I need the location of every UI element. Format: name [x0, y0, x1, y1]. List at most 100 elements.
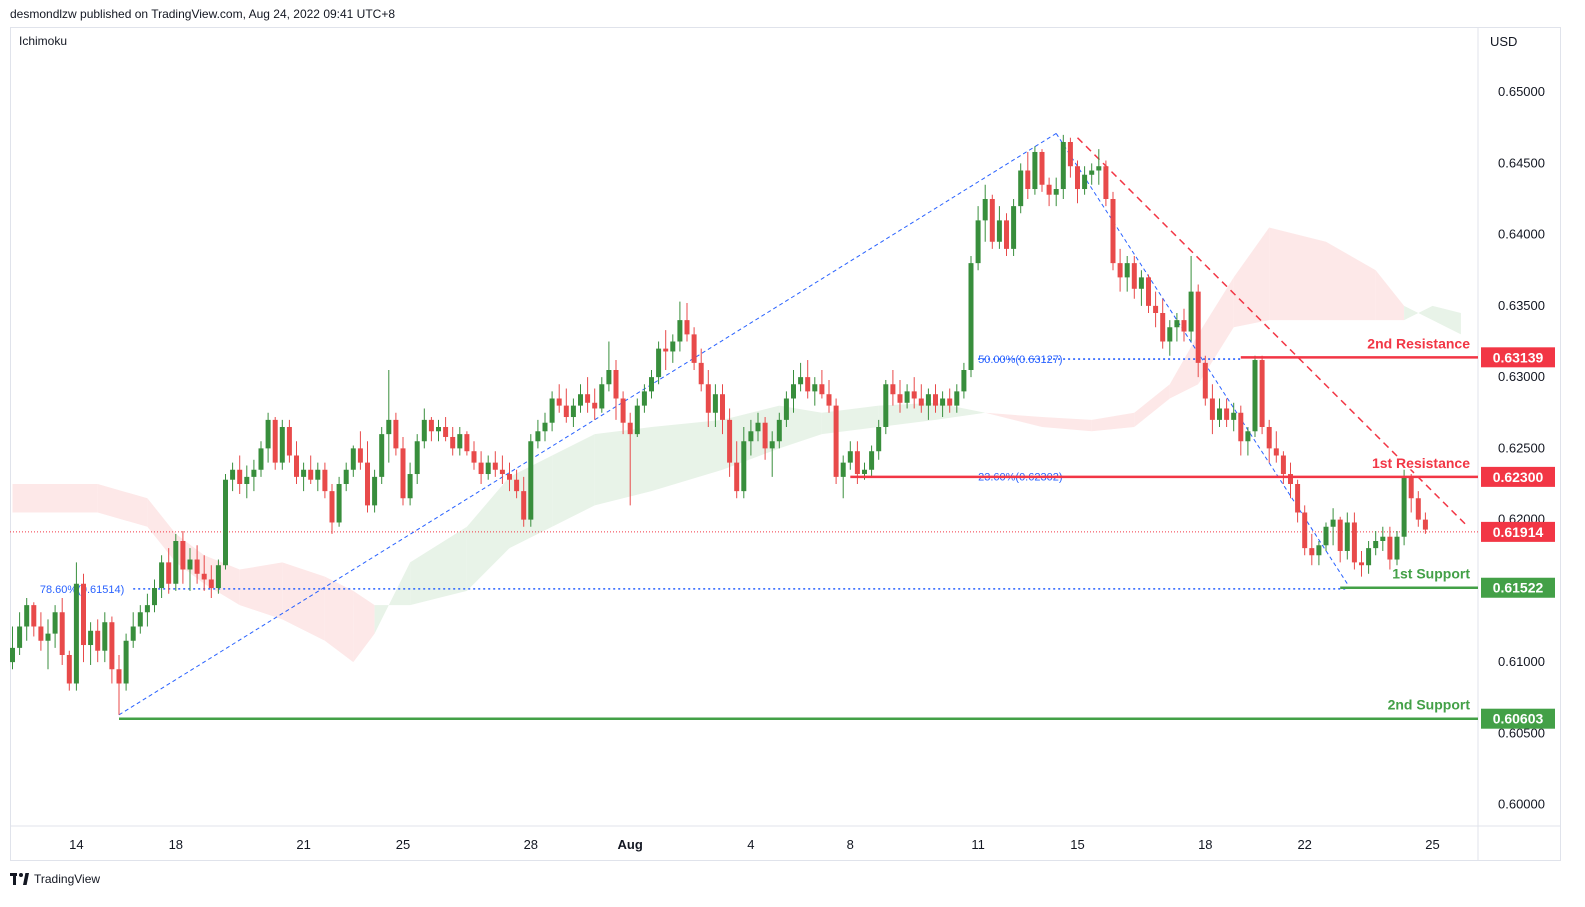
- candle-body[interactable]: [379, 434, 385, 477]
- candle-body[interactable]: [407, 474, 413, 499]
- candle-body[interactable]: [705, 384, 711, 413]
- candle-body[interactable]: [613, 370, 619, 399]
- candle-body[interactable]: [499, 469, 505, 475]
- candle-body[interactable]: [556, 398, 562, 406]
- candle-body[interactable]: [59, 612, 65, 655]
- candle-body[interactable]: [88, 630, 94, 646]
- candle-body[interactable]: [286, 427, 292, 456]
- candle-body[interactable]: [876, 427, 882, 452]
- candle-body[interactable]: [357, 448, 363, 463]
- candle-body[interactable]: [656, 348, 662, 378]
- candle-body[interactable]: [400, 448, 406, 499]
- candle-body[interactable]: [1337, 519, 1343, 551]
- candle-body[interactable]: [563, 405, 569, 418]
- candle-body[interactable]: [365, 462, 370, 506]
- candle-body[interactable]: [649, 377, 654, 392]
- candle-body[interactable]: [436, 427, 441, 432]
- candle-body[interactable]: [1217, 408, 1222, 420]
- indicator-label[interactable]: Ichimoku: [19, 34, 68, 48]
- candle-body[interactable]: [393, 419, 399, 449]
- candle-body[interactable]: [1082, 174, 1088, 190]
- candle-body[interactable]: [883, 384, 889, 427]
- candle-body[interactable]: [17, 626, 23, 648]
- candle-body[interactable]: [315, 469, 321, 480]
- candle-body[interactable]: [720, 394, 725, 420]
- candle-body[interactable]: [215, 565, 221, 589]
- candle-body[interactable]: [1344, 522, 1350, 551]
- candle-body[interactable]: [52, 612, 58, 634]
- candle-body[interactable]: [925, 394, 931, 406]
- candle-body[interactable]: [741, 441, 747, 492]
- candle-body[interactable]: [1039, 151, 1045, 185]
- candle-body[interactable]: [279, 427, 285, 463]
- candle-body[interactable]: [1195, 291, 1201, 363]
- candle-body[interactable]: [535, 431, 541, 442]
- candle-body[interactable]: [1422, 519, 1428, 530]
- candle-body[interactable]: [1295, 484, 1301, 513]
- candle-body[interactable]: [1060, 142, 1066, 190]
- candle-body[interactable]: [450, 436, 456, 449]
- candle-body[interactable]: [1394, 536, 1400, 560]
- candle-body[interactable]: [1089, 170, 1095, 175]
- candle-body[interactable]: [1067, 142, 1073, 167]
- candle-body[interactable]: [521, 491, 527, 520]
- candle-body[interactable]: [791, 384, 796, 399]
- candle-body[interactable]: [1004, 220, 1009, 249]
- candle-body[interactable]: [897, 394, 903, 403]
- candle-body[interactable]: [123, 640, 129, 684]
- candle-body[interactable]: [116, 669, 122, 684]
- candle-body[interactable]: [940, 398, 946, 406]
- candle-body[interactable]: [734, 462, 740, 492]
- candle-body[interactable]: [507, 474, 512, 480]
- candle-body[interactable]: [294, 455, 299, 477]
- candle-body[interactable]: [869, 451, 875, 470]
- candle-body[interactable]: [606, 370, 612, 385]
- candle-body[interactable]: [663, 348, 669, 352]
- candle-body[interactable]: [464, 434, 470, 452]
- candle-body[interactable]: [542, 422, 548, 432]
- candle-body[interactable]: [1231, 412, 1237, 420]
- candle-body[interactable]: [1387, 536, 1393, 560]
- candle-body[interactable]: [862, 469, 867, 475]
- candle-body[interactable]: [911, 391, 917, 399]
- candle-body[interactable]: [592, 402, 598, 409]
- candle-body[interactable]: [698, 362, 704, 385]
- candle-body[interactable]: [372, 476, 378, 506]
- candle-body[interactable]: [31, 605, 37, 627]
- candle-body[interactable]: [1046, 184, 1052, 195]
- candle-body[interactable]: [166, 562, 172, 584]
- candle-body[interactable]: [336, 484, 342, 523]
- candle-body[interactable]: [748, 431, 754, 442]
- candle-body[interactable]: [386, 419, 392, 435]
- candle-body[interactable]: [81, 583, 86, 646]
- candle-body[interactable]: [1025, 170, 1031, 190]
- candle-body[interactable]: [10, 647, 15, 663]
- candle-body[interactable]: [443, 427, 449, 437]
- candle-body[interactable]: [1238, 412, 1244, 442]
- candle-body[interactable]: [414, 441, 420, 475]
- candle-body[interactable]: [1280, 455, 1286, 475]
- candle-body[interactable]: [585, 394, 591, 403]
- candle-body[interactable]: [549, 398, 555, 423]
- candle-body[interactable]: [428, 419, 434, 432]
- candle-body[interactable]: [634, 405, 640, 435]
- candle-body[interactable]: [1380, 536, 1386, 541]
- candle-body[interactable]: [947, 398, 953, 406]
- candle-body[interactable]: [272, 419, 278, 463]
- candle-body[interactable]: [620, 398, 626, 423]
- candle-body[interactable]: [194, 559, 200, 574]
- candle-body[interactable]: [66, 655, 72, 684]
- candle-body[interactable]: [1408, 476, 1414, 499]
- candle-body[interactable]: [769, 441, 775, 449]
- candle-body[interactable]: [251, 469, 257, 477]
- candle-body[interactable]: [890, 384, 896, 395]
- candle-body[interactable]: [230, 469, 236, 480]
- candle-body[interactable]: [798, 377, 804, 385]
- candle-body[interactable]: [847, 451, 853, 463]
- candle-body[interactable]: [812, 384, 818, 392]
- candle-body[interactable]: [762, 422, 768, 449]
- candle-body[interactable]: [1181, 320, 1187, 332]
- candle-body[interactable]: [1273, 448, 1279, 456]
- candle-body[interactable]: [1160, 313, 1166, 342]
- candle-body[interactable]: [478, 462, 484, 475]
